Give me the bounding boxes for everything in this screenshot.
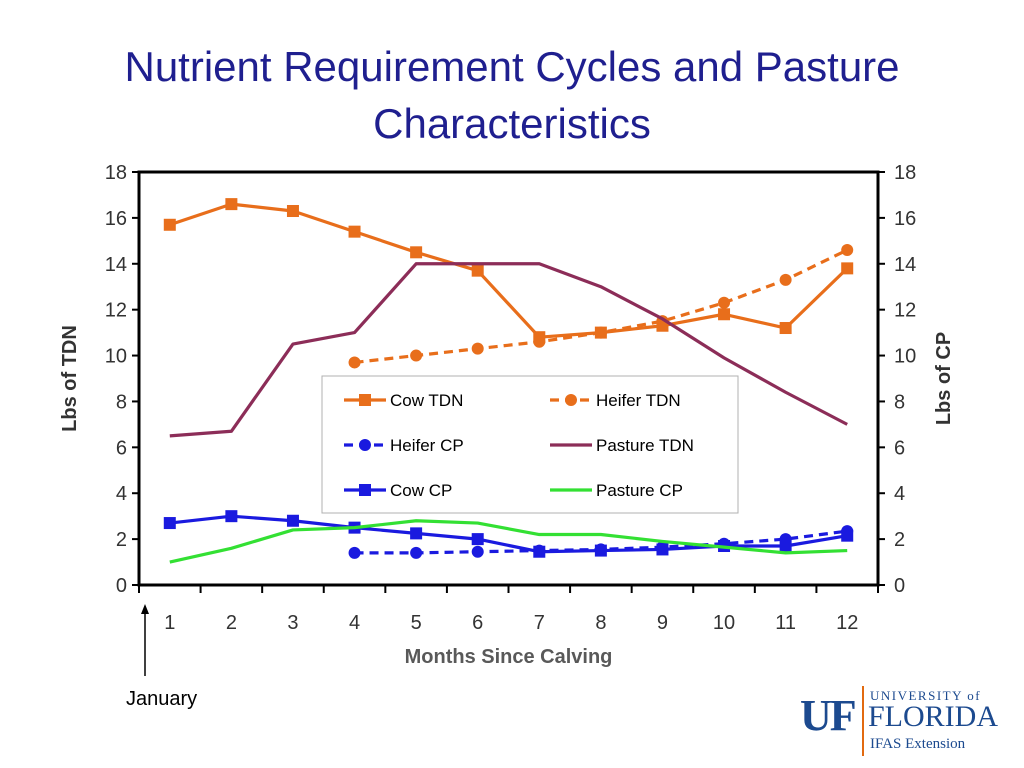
- heifer-cp-point: [410, 546, 423, 559]
- y-tick-label-right: 18: [894, 162, 916, 184]
- cow-cp-point: [163, 517, 176, 530]
- uf-ifas-logo: UF UNIVERSITY of FLORIDA IFAS Extension: [800, 686, 1020, 760]
- y-tick-label-left: 12: [105, 300, 127, 322]
- cow-tdn-point: [348, 225, 361, 238]
- x-tick-label: 6: [472, 612, 483, 634]
- slide-title: Nutrient Requirement Cycles and Pasture …: [40, 38, 984, 152]
- logo-uf-text: UF: [800, 691, 857, 740]
- heifer-tdn-point: [718, 296, 731, 309]
- january-arrowhead: [141, 604, 149, 614]
- x-tick-label: 8: [595, 612, 606, 634]
- logo-florida-text: FLORIDA: [868, 700, 999, 733]
- y-tick-label-left: 6: [116, 437, 127, 459]
- cow-tdn-line: [169, 202, 849, 339]
- y-tick-label-right: 14: [894, 254, 916, 276]
- cow-cp-point: [533, 545, 546, 558]
- cow-tdn-point: [718, 308, 731, 321]
- y-tick-label-left: 14: [105, 254, 127, 276]
- y-tick-label-left: 16: [105, 208, 127, 230]
- x-tick-label: 3: [287, 612, 298, 634]
- cow-cp-point: [594, 544, 607, 557]
- cow-cp-point: [225, 510, 238, 523]
- legend-label-heifer-tdn: Heifer TDN: [596, 391, 681, 410]
- y-tick-label-right: 8: [894, 391, 905, 413]
- january-annotation: January: [126, 688, 198, 710]
- legend-marker-cow-tdn: [359, 394, 371, 406]
- cow-tdn-point: [225, 198, 238, 211]
- title-line-2: Characteristics: [373, 100, 651, 147]
- cow-tdn-point: [779, 322, 792, 335]
- heifer-tdn-point: [841, 244, 854, 257]
- y-tick-label-right: 2: [894, 529, 905, 551]
- x-tick-label: 2: [226, 612, 237, 634]
- x-tick-label: 5: [411, 612, 422, 634]
- legend-label-heifer-cp: Heifer CP: [390, 436, 464, 455]
- heifer-cp-point: [471, 545, 484, 558]
- heifer-tdn-line: [354, 248, 848, 365]
- cow-tdn-point: [163, 218, 176, 231]
- x-tick-label: 9: [657, 612, 668, 634]
- legend-marker-heifer-cp: [359, 439, 371, 451]
- cow-cp-point: [656, 543, 669, 556]
- y-axis-title-right: Lbs of CP: [933, 332, 955, 425]
- cow-cp-point: [286, 514, 299, 527]
- y-axis-title-left: Lbs of TDN: [59, 325, 81, 432]
- y-tick-label-right: 12: [894, 300, 916, 322]
- x-tick-label: 4: [349, 612, 360, 634]
- pasture-cp-line: [169, 519, 848, 564]
- heifer-tdn-point: [533, 335, 546, 348]
- cow-tdn-point: [286, 205, 299, 218]
- heifer-tdn-point: [471, 342, 484, 355]
- pasture-tdn-line: [169, 262, 848, 438]
- cow-cp-line: [169, 514, 848, 554]
- y-tick-label-left: 2: [116, 529, 127, 551]
- y-tick-label-left: 0: [116, 575, 127, 597]
- logo-ifas-text: IFAS Extension: [870, 736, 966, 752]
- legend-marker-cow-cp: [359, 484, 371, 496]
- legend-label-pasture-cp: Pasture CP: [596, 481, 683, 500]
- y-tick-label-right: 10: [894, 346, 916, 368]
- legend-marker-heifer-tdn: [565, 394, 577, 406]
- heifer-tdn-point: [779, 273, 792, 286]
- heifer-tdn-point: [348, 356, 361, 369]
- legend-label-cow-cp: Cow CP: [390, 481, 452, 500]
- y-tick-label-right: 16: [894, 208, 916, 230]
- cow-cp-point: [779, 539, 792, 552]
- y-tick-label-left: 10: [105, 346, 127, 368]
- y-tick-label-right: 0: [894, 575, 905, 597]
- x-tick-label: 11: [775, 612, 796, 634]
- legend-label-cow-tdn: Cow TDN: [390, 391, 463, 410]
- cow-cp-point: [410, 527, 423, 540]
- x-axis-title: Months Since Calving: [405, 646, 613, 668]
- legend-label-pasture-tdn: Pasture TDN: [596, 436, 694, 455]
- logo-divider: [862, 686, 864, 756]
- y-tick-label-right: 6: [894, 437, 905, 459]
- y-tick-label-left: 4: [116, 483, 127, 505]
- y-tick-label-left: 8: [116, 391, 127, 413]
- heifer-tdn-point: [410, 349, 423, 362]
- y-tick-label-right: 4: [894, 483, 905, 505]
- cow-cp-point: [471, 533, 484, 546]
- x-tick-label: 10: [713, 612, 735, 634]
- cow-tdn-point: [410, 246, 423, 259]
- x-tick-label: 1: [164, 612, 175, 634]
- x-tick-label: 12: [836, 612, 858, 634]
- cow-tdn-point: [471, 264, 484, 277]
- heifer-tdn-point: [594, 326, 607, 339]
- x-tick-label: 7: [534, 612, 545, 634]
- y-tick-label-left: 18: [105, 162, 127, 184]
- cow-tdn-point: [841, 262, 854, 275]
- legend-box: [321, 375, 739, 514]
- cow-cp-point: [841, 529, 854, 542]
- heifer-cp-point: [348, 546, 361, 559]
- logo-university-text: UNIVERSITY of: [870, 688, 982, 703]
- title-line-1: Nutrient Requirement Cycles and Pasture: [124, 43, 900, 90]
